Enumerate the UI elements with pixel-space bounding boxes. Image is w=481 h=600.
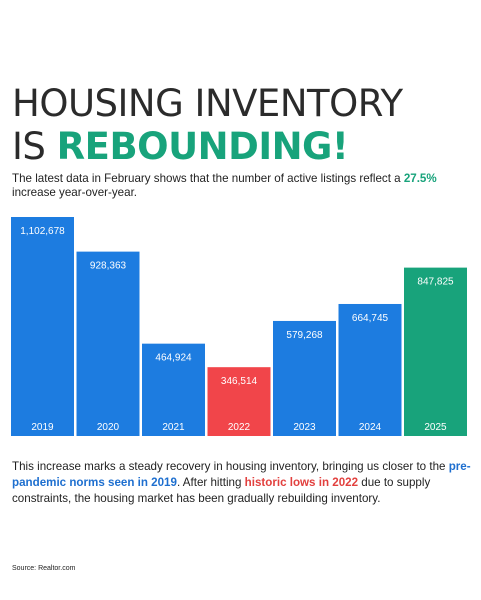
title-line-2-accent: REBOUNDING! bbox=[56, 125, 349, 168]
bar-2020 bbox=[76, 251, 140, 436]
body-text-1: This increase marks a steady recovery in… bbox=[12, 460, 449, 473]
value-label-2025: 847,825 bbox=[417, 277, 454, 288]
value-label-2023: 579,268 bbox=[286, 330, 323, 341]
body-blue-highlight: pre-pandemic norms seen in 2019 bbox=[12, 460, 471, 489]
body-text-3: due to supply constraints, the housing m… bbox=[12, 476, 431, 505]
bar-2024 bbox=[338, 303, 402, 436]
value-label-2021: 464,924 bbox=[155, 353, 192, 364]
bar-2023 bbox=[273, 320, 336, 436]
body-red-highlight: historic lows in 2022 bbox=[244, 476, 359, 489]
category-label-2019: 2019 bbox=[31, 422, 54, 433]
body-paragraph: This increase marks a steady recovery in… bbox=[12, 459, 472, 507]
inventory-bar-chart: 1,102,678 2019 928,363 2020 464,924 2021 346,5… bbox=[11, 217, 467, 436]
category-label-2025: 2025 bbox=[424, 422, 447, 433]
value-label-2020: 928,363 bbox=[90, 261, 127, 272]
title-line-1: HOUSING INVENTORY bbox=[12, 82, 403, 125]
source-note: Source: Realtor.com bbox=[12, 565, 76, 572]
category-label-2023: 2023 bbox=[293, 422, 316, 433]
lead-text: The latest data in February shows that t… bbox=[12, 172, 404, 185]
body-text-2: . After hitting bbox=[176, 476, 245, 489]
category-label-2022: 2022 bbox=[228, 422, 251, 433]
bar-2022 bbox=[207, 367, 271, 436]
bar-2021 bbox=[142, 343, 205, 436]
value-label-2024: 664,745 bbox=[352, 313, 389, 324]
bar-2019 bbox=[11, 217, 74, 436]
lead-highlight: 27.5% bbox=[403, 172, 437, 185]
bar-2025 bbox=[404, 267, 467, 436]
value-label-2019: 1,102,678 bbox=[20, 226, 65, 237]
category-label-2020: 2020 bbox=[97, 422, 120, 433]
lead-text-end: increase year-over-year. bbox=[12, 186, 138, 199]
category-label-2021: 2021 bbox=[162, 422, 185, 433]
lead-paragraph: The latest data in February shows that t… bbox=[12, 172, 467, 200]
value-label-2022: 346,514 bbox=[221, 376, 258, 387]
page-title: HOUSING INVENTORY IS REBOUNDING! bbox=[12, 82, 403, 168]
title-line-2-prefix: IS bbox=[12, 125, 57, 168]
category-label-2024: 2024 bbox=[359, 422, 382, 433]
